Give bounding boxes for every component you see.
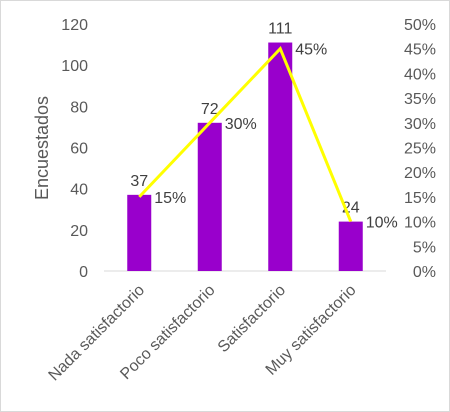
bar [268, 42, 293, 272]
line-data-label: 45% [295, 42, 327, 59]
y2-tick-label: 35% [404, 91, 436, 108]
bar [338, 221, 363, 271]
y-tick-label: 0 [79, 264, 88, 281]
y2-tick-label: 20% [404, 165, 436, 182]
y2-tick-label: 40% [404, 66, 436, 83]
y2-tick-label: 50% [404, 17, 436, 34]
y-tick-label: 60 [70, 141, 88, 158]
bar [197, 122, 222, 271]
x-category-label: Satisfactorio [215, 282, 289, 356]
y2-tick-label: 25% [404, 141, 436, 158]
y-tick-label: 120 [61, 17, 88, 34]
y-tick-label: 40 [70, 182, 88, 199]
y-tick-label: 80 [70, 99, 88, 116]
y-tick-label: 100 [61, 58, 88, 75]
y2-tick-label: 45% [404, 42, 436, 59]
y-axis-label: Encuestados [32, 96, 52, 200]
y2-tick-label: 15% [404, 190, 436, 207]
percent-line [138, 45, 353, 223]
y2-tick-label: 30% [404, 116, 436, 133]
y2-tick-label: 5% [413, 239, 436, 256]
line-data-label: 30% [225, 116, 257, 133]
bar [127, 194, 152, 271]
y2-tick-label: 0% [413, 264, 436, 281]
y-tick-label: 20 [70, 223, 88, 240]
bar-data-label: 72 [201, 101, 219, 118]
y2-tick-label: 10% [404, 215, 436, 232]
line-data-label: 15% [154, 190, 186, 207]
bar-data-label: 37 [130, 173, 148, 190]
bar-data-label: 111 [268, 21, 292, 38]
line-data-label: 10% [366, 215, 398, 232]
